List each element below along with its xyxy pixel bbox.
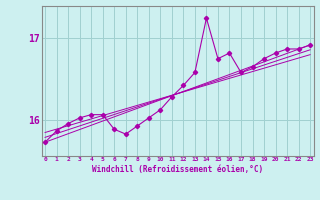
X-axis label: Windchill (Refroidissement éolien,°C): Windchill (Refroidissement éolien,°C) [92, 165, 263, 174]
